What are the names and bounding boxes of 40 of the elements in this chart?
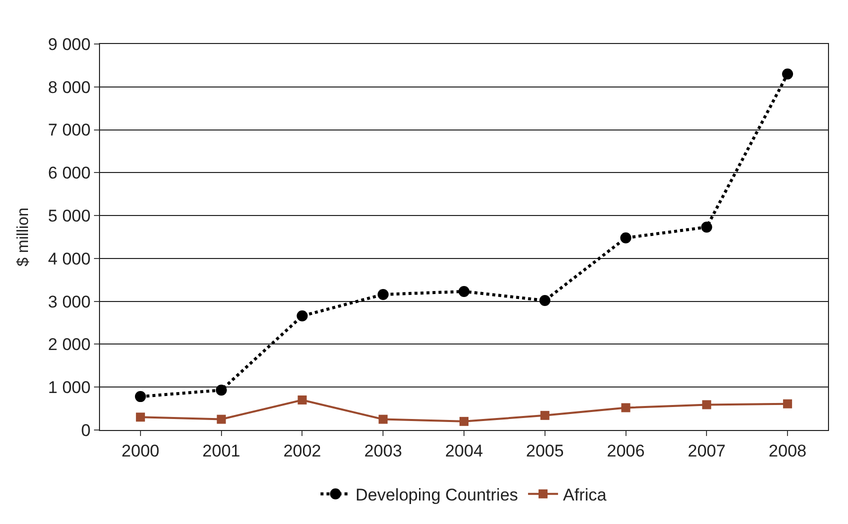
x-tick-label: 2004 bbox=[445, 441, 483, 460]
point bbox=[783, 399, 792, 408]
point bbox=[540, 410, 550, 420]
point bbox=[216, 414, 226, 424]
point bbox=[620, 232, 632, 244]
point bbox=[460, 416, 468, 426]
y-tick-label: 9 000 bbox=[48, 34, 91, 54]
point bbox=[702, 400, 712, 410]
x-tick-label: 2005 bbox=[526, 441, 564, 460]
y-tick-label: 0 bbox=[81, 420, 91, 440]
y-axis-title: $ million bbox=[14, 208, 32, 266]
x-tick-label: 2000 bbox=[122, 441, 160, 460]
y-tick-label: 6 000 bbox=[48, 164, 91, 183]
x-tick-label: 2006 bbox=[606, 441, 645, 460]
legend-label: Africa bbox=[563, 486, 608, 504]
point bbox=[621, 403, 630, 412]
point bbox=[378, 414, 388, 424]
x-tick-label: 2001 bbox=[202, 441, 240, 460]
x-tick-label: 2008 bbox=[768, 441, 806, 460]
point bbox=[701, 222, 712, 233]
y-tick-label: 3 000 bbox=[48, 292, 91, 312]
x-tick-label: 2002 bbox=[283, 441, 322, 460]
y-tick-label: 7 000 bbox=[48, 120, 91, 140]
point bbox=[782, 68, 794, 80]
y-tick-label: 2 000 bbox=[48, 335, 91, 354]
point bbox=[539, 294, 550, 306]
x-tick-label: 2003 bbox=[364, 441, 402, 460]
point bbox=[134, 391, 146, 402]
y-tick-label: 5 000 bbox=[48, 206, 91, 226]
point bbox=[378, 288, 389, 300]
y-tick-label: 1 000 bbox=[48, 378, 91, 398]
point bbox=[298, 395, 307, 404]
point bbox=[136, 412, 145, 422]
point bbox=[216, 384, 227, 396]
point bbox=[458, 286, 470, 297]
point bbox=[296, 310, 308, 322]
y-tick-label: 8 000 bbox=[48, 78, 91, 97]
legend-label: Developing Countries bbox=[356, 486, 518, 504]
x-tick-label: 2007 bbox=[688, 441, 726, 460]
y-tick-label: 4 000 bbox=[48, 249, 91, 268]
